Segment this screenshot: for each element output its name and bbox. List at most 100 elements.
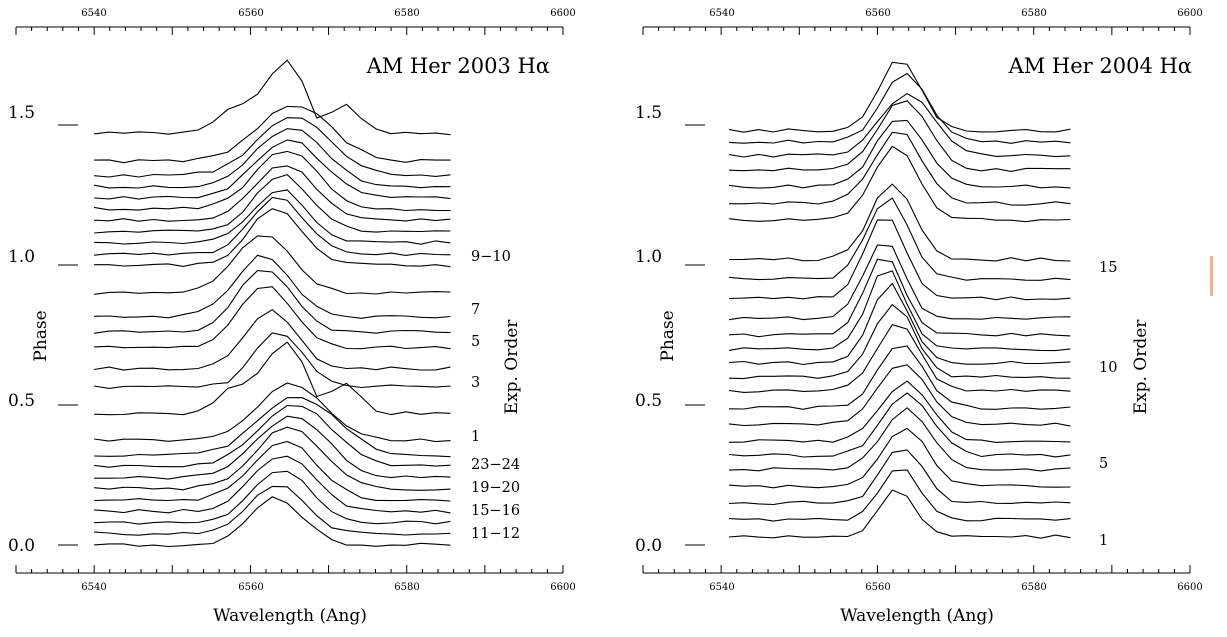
panel-2003: AM Her 2003 Hα Wavelength (Ang) Phase Ex…: [8, 8, 576, 626]
order-label: 10: [1099, 360, 1117, 376]
x-tick-label-top: 6540: [709, 8, 734, 19]
spectrum-line-19: [94, 196, 451, 256]
spectrum-line-21: [94, 173, 451, 234]
y-tick-label: 0.0: [635, 536, 662, 556]
order-label: 23−24: [471, 457, 520, 473]
spectrum-line-25: [94, 128, 451, 189]
order-label: 7: [471, 302, 480, 318]
x-tick-label-bottom: 6560: [865, 582, 890, 593]
spectrum-line-23: [728, 92, 1071, 158]
spectrum-line-14: [728, 258, 1071, 338]
spectrum-line-1: [728, 489, 1071, 539]
order-label: 1: [1099, 533, 1108, 549]
spectrum-line-8: [728, 364, 1071, 427]
x-tick-label-bottom: 6580: [1021, 582, 1046, 593]
spectrum-line-27: [94, 105, 451, 164]
chart-title: AM Her 2004 Hα: [1008, 54, 1192, 78]
x-tick-label-bottom: 6600: [1177, 582, 1202, 593]
x-tick-label-bottom: 6580: [394, 582, 419, 593]
spectrum-line-18: [728, 183, 1071, 262]
y-axis-label: Phase: [31, 310, 51, 361]
x-tick-label-bottom: 6540: [709, 582, 734, 593]
spectrum-line-5: [728, 407, 1071, 472]
order-label: 5: [471, 334, 480, 350]
spectrum-line-4: [94, 455, 451, 514]
spectrum-line-16: [728, 219, 1071, 301]
y-tick-label: 1.0: [635, 247, 662, 267]
x-tick-label-top: 6600: [550, 8, 575, 19]
spectrum-line-7: [94, 415, 451, 480]
order-label: 1: [471, 429, 480, 445]
spectrum-line-17: [94, 235, 451, 295]
spectrum-line-3: [728, 449, 1071, 506]
spectrum-line-28: [94, 59, 451, 136]
order-label: 5: [1099, 456, 1108, 472]
spectrum-line-9: [94, 397, 451, 458]
spectrum-line-11: [728, 303, 1071, 380]
x-tick-label-top: 6600: [1177, 8, 1202, 19]
spectrum-line-18: [94, 208, 451, 268]
spectrum-line-8: [94, 404, 451, 468]
x-tick-label-bottom: 6600: [550, 582, 575, 593]
order-label: 15: [1099, 260, 1117, 276]
order-label: 15−16: [471, 503, 520, 519]
x-tick-label-bottom: 6560: [238, 582, 263, 593]
spectrum-line-12: [728, 282, 1071, 366]
spectrum-line-9: [728, 345, 1071, 410]
y-tick-label: 1.5: [635, 103, 662, 123]
spectrum-line-21: [728, 119, 1071, 189]
spectrum-line-15: [94, 270, 451, 334]
spectra-group: [94, 59, 451, 548]
order-label: 9−10: [471, 249, 511, 265]
spectrum-line-13: [728, 270, 1071, 352]
spectrum-line-26: [94, 117, 451, 178]
tick-group: [642, 27, 1191, 573]
panel-2004: AM Her 2004 Hα Wavelength (Ang) Phase Ex…: [635, 8, 1203, 626]
spectrum-line-2: [728, 469, 1071, 522]
spectrum-line-11: [94, 341, 451, 416]
spectrum-line-24: [94, 139, 451, 200]
x-tick-label-top: 6560: [865, 8, 890, 19]
spectrum-line-17: [728, 197, 1071, 281]
spectrum-line-7: [728, 380, 1071, 443]
spectrum-line-12: [94, 332, 451, 389]
y-tick-label: 1.0: [8, 247, 35, 267]
right-axis-label: Exp. Order: [1131, 319, 1151, 415]
spectrum-line-16: [94, 254, 451, 319]
spectrum-line-5: [94, 440, 451, 502]
spectrum-line-23: [94, 150, 451, 212]
order-label: 19−20: [471, 480, 520, 496]
order-label: 11−12: [471, 526, 520, 542]
spectrum-line-6: [94, 426, 451, 491]
spectrum-line-20: [728, 131, 1071, 206]
y-tick-label: 1.5: [8, 103, 35, 123]
spectrum-line-3: [94, 470, 451, 525]
spectrum-line-20: [94, 189, 451, 245]
x-tick-label-top: 6540: [81, 8, 106, 19]
spectrum-line-22: [728, 100, 1071, 172]
right-axis-label: Exp. Order: [502, 319, 522, 415]
x-tick-label-top: 6580: [394, 8, 419, 19]
y-axis-label: Phase: [658, 310, 678, 361]
spectrum-line-1: [94, 496, 451, 548]
tick-group: [15, 27, 564, 573]
x-axis-label: Wavelength (Ang): [840, 606, 994, 626]
spectrum-line-10: [94, 382, 451, 443]
spectrum-line-22: [94, 165, 451, 222]
y-tick-label: 0.5: [635, 391, 662, 411]
spectrum-line-24: [728, 72, 1071, 144]
spectrum-line-15: [728, 244, 1071, 321]
x-axis-label: Wavelength (Ang): [213, 606, 367, 626]
spectrum-line-4: [728, 427, 1071, 489]
spectrum-line-14: [94, 286, 451, 350]
y-tick-label: 0.5: [8, 391, 35, 411]
spectrum-line-10: [728, 324, 1071, 393]
spectra-group: [728, 61, 1071, 539]
chart-title: AM Her 2003 Hα: [366, 54, 550, 78]
edge-mark: [1210, 256, 1213, 296]
x-tick-label-top: 6560: [238, 8, 263, 19]
spectrum-line-25: [728, 61, 1071, 133]
x-tick-label-bottom: 6540: [81, 582, 106, 593]
